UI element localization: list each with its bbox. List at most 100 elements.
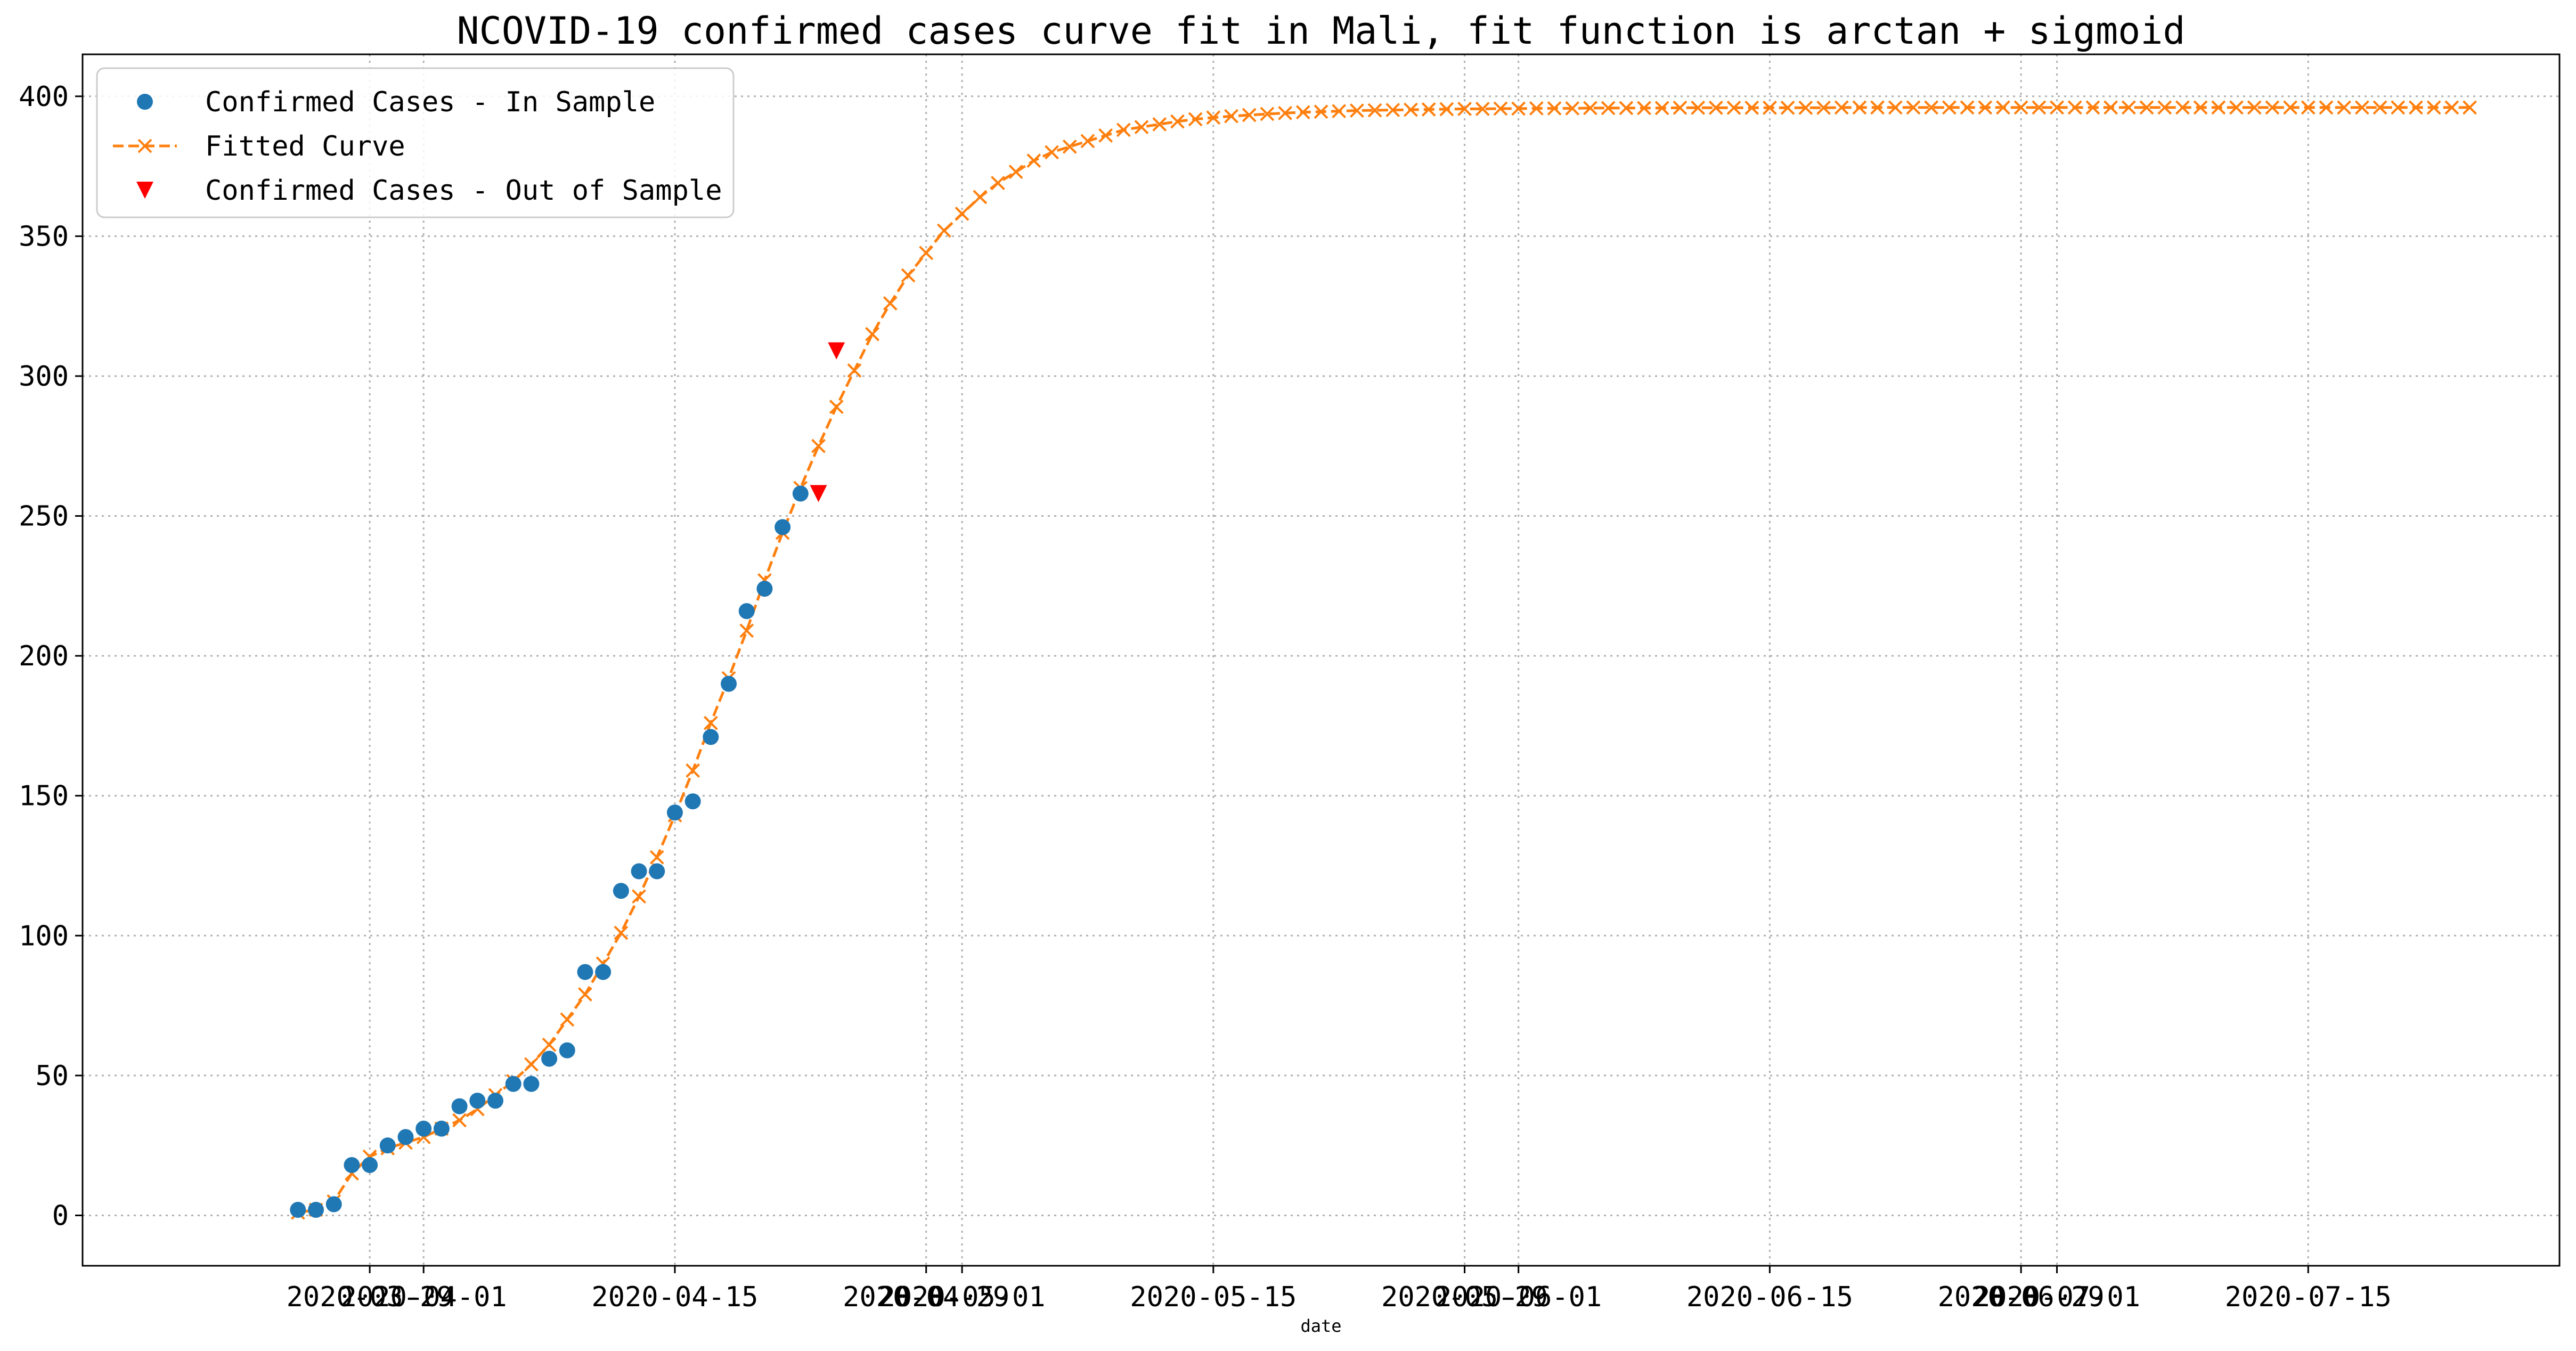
fitted-point [1511,101,1526,116]
fitted-point [1367,103,1382,118]
fitted-point [1798,100,1813,115]
fitted-point [1385,103,1400,117]
fitted-point [1601,101,1616,116]
fitted-point [1924,100,1939,115]
y-tick-label: 350 [19,221,69,253]
fitted-point [1565,101,1580,116]
fitted-point [1314,104,1328,119]
fitted-point [1654,101,1669,116]
fitted-point [2463,100,2477,115]
fitted-point [2409,100,2423,115]
fitted-point [542,1037,557,1052]
y-tick-label: 400 [19,81,69,113]
fitted-point [901,268,916,283]
fitted-point [1295,105,1310,120]
fitted-point [2050,100,2064,115]
x-tick-label: 2020-06-29 [1938,1281,2105,1313]
x-tick-label: 2020-05-15 [1130,1281,1297,1313]
fitted-point [1278,105,1293,120]
fitted-point [811,438,826,453]
fitted-point [1816,100,1831,115]
fitted-point [1960,100,1975,115]
y-ticks: 0 50 100 150 200 250 300 350 400 [19,81,83,1232]
fitted-point [2104,100,2118,115]
in-sample-point [756,581,773,597]
fitted-point [936,223,951,238]
in-sample-point [290,1201,306,1218]
y-tick-label: 150 [19,780,69,812]
fitted-point [1080,134,1095,149]
x-tick-label: 2020-05-29 [1381,1281,1548,1313]
in-sample-point [666,804,683,821]
fitted-point [2121,100,2136,115]
fitted-point [1744,100,1759,115]
x-tick-label: 2020-06-15 [1686,1281,1853,1313]
fitted-point [2426,100,2441,115]
in-sample-point [559,1042,575,1059]
fitted-point [614,925,629,940]
chart-title: NCOVID-19 confirmed cases curve fit in M… [456,9,2185,53]
fitted-point [1619,101,1634,116]
fitted-point [1206,110,1221,125]
fitted-curve-line [297,106,2470,1214]
in-sample-point [308,1201,324,1218]
fitted-point [1404,102,1418,117]
legend-label: Confirmed Cases - Out of Sample [205,175,722,207]
fitted-point [703,715,718,730]
in-sample-point [505,1076,521,1092]
fitted-point [524,1057,539,1072]
in-sample-point [523,1076,540,1092]
fitted-point [1098,128,1113,143]
plot-frame [81,53,2561,1267]
in-sample-point [541,1051,558,1067]
fitted-point [2193,100,2208,115]
fitted-point [2211,100,2226,115]
x-tick-label: 2020-06-01 [1435,1281,1602,1313]
x-tick-label: 2020-05-01 [879,1281,1046,1313]
x-tick-label: 2020-07-15 [2225,1281,2392,1313]
fitted-point [2337,100,2352,115]
fitted-point [2157,100,2172,115]
in-sample-point [433,1120,450,1137]
fitted-point [1996,100,2010,115]
in-sample-point [325,1196,342,1212]
legend-marker-in-sample [137,94,153,110]
in-sample-point [397,1129,414,1145]
fitted-point [739,623,754,638]
y-tick-label: 200 [19,640,69,672]
in-sample-point [362,1157,378,1173]
fitted-point [1260,107,1275,121]
fitted-point [1026,153,1041,168]
in-sample-point [487,1093,503,1109]
fitted-point [2444,100,2459,115]
fitted-point [1170,114,1185,129]
y-tick-label: 100 [19,920,69,952]
fitted-point [1045,145,1059,160]
fitted-point [1457,101,1472,116]
fitted-point [2301,100,2316,115]
fitted-point [1762,100,1777,115]
fitted-point [2229,100,2244,115]
fitted-point [1852,100,1867,115]
legend: Confirmed Cases - In Sample Fitted Curve C… [96,67,735,218]
x-tick-label: 2020-04-01 [340,1281,507,1313]
in-sample-point [577,964,593,980]
fitted-point [1780,100,1795,115]
fitted-point [686,763,700,778]
legend-label: Confirmed Cases - In Sample [205,86,655,118]
fitted-point [2265,100,2280,115]
in-sample-point [415,1120,432,1137]
fitted-point [2139,100,2154,115]
fitted-point [973,190,988,205]
fitted-point [1062,139,1077,154]
fitted-point [847,363,862,378]
fitted-point [1888,100,1903,115]
fitted-point [1493,101,1508,116]
fitted-point [883,296,898,311]
y-tick-label: 250 [19,501,69,533]
fitted-point [2373,100,2387,115]
fitted-point [560,1012,575,1027]
out-of-sample-point [828,342,845,360]
in-sample-point [775,519,791,535]
fitted-point [452,1113,467,1128]
